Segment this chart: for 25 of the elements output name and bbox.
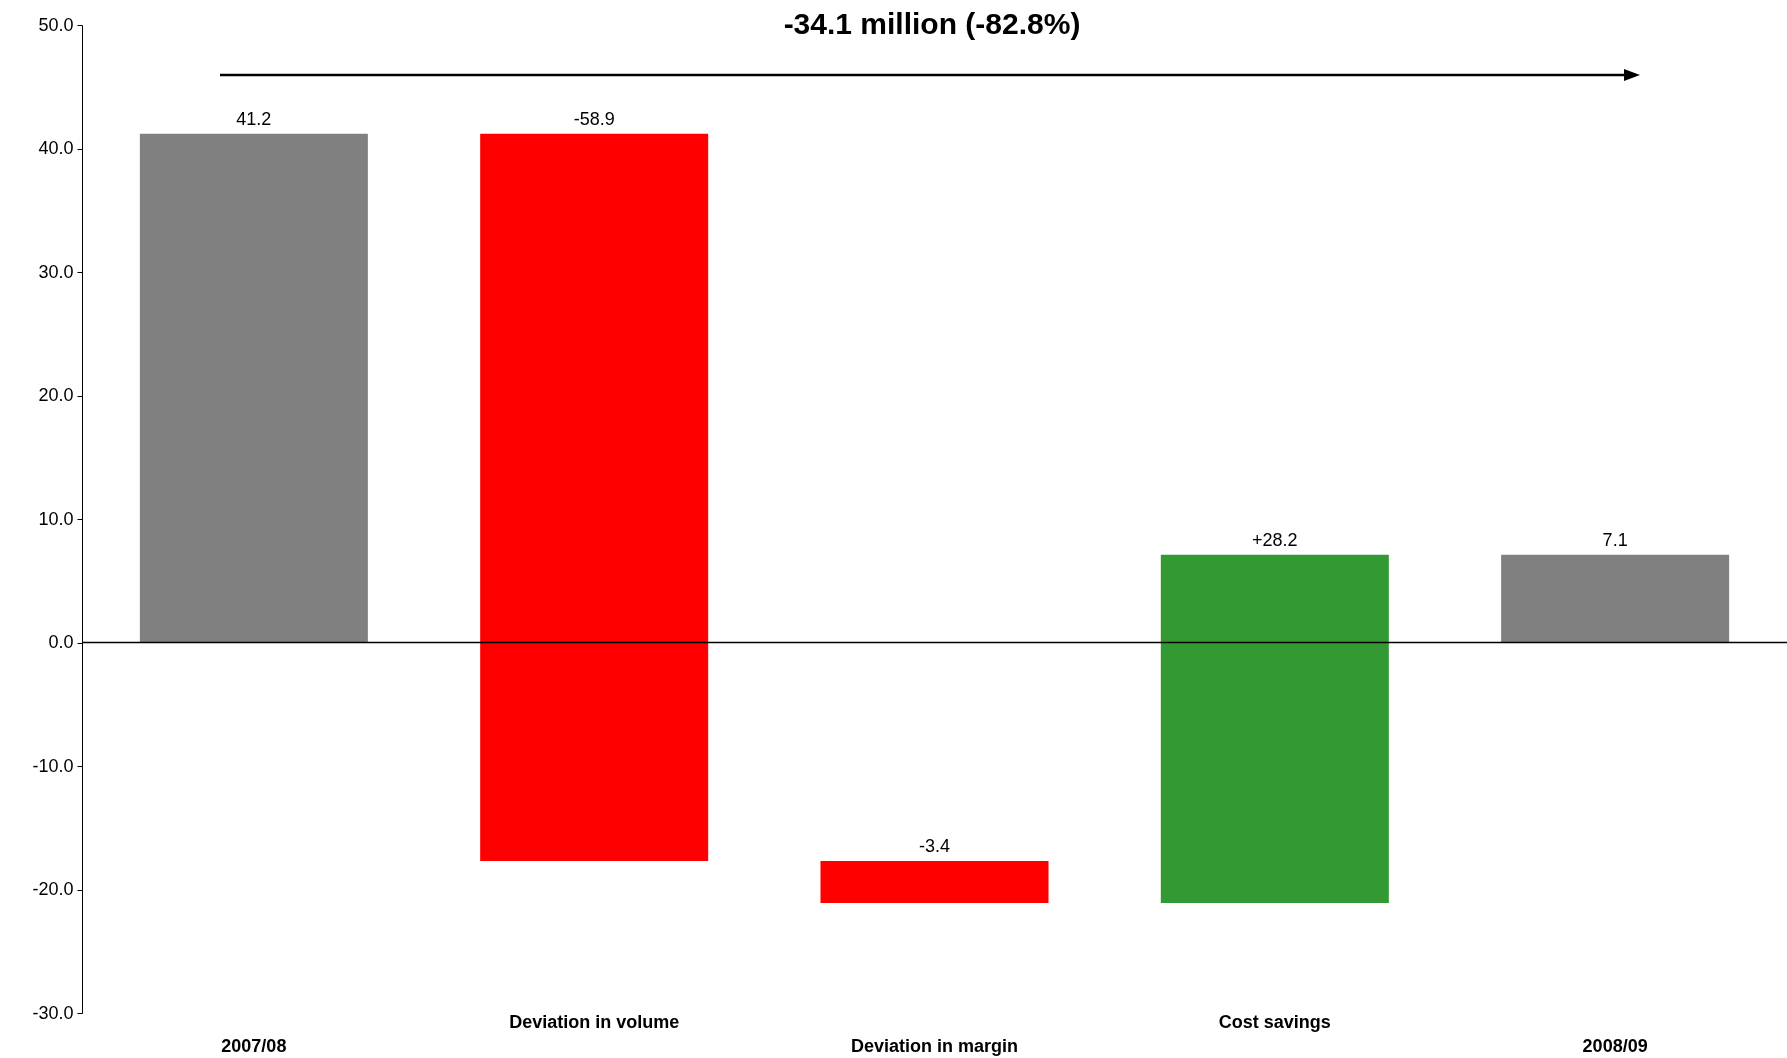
- x-tick-label: Deviation in volume: [509, 1011, 680, 1032]
- x-tick-label: 2008/09: [1582, 1035, 1648, 1056]
- y-tick-label: 50.0: [38, 14, 74, 35]
- y-tick-label: 20.0: [38, 385, 74, 405]
- y-tick-label: 10.0: [38, 508, 74, 529]
- data-label: 7.1: [1602, 529, 1628, 550]
- data-label: +28.2: [1252, 529, 1298, 550]
- y-tick-label: -20.0: [32, 879, 74, 899]
- y-tick-label: 0.0: [48, 632, 74, 652]
- data-label: -3.4: [918, 836, 951, 857]
- bar: [1160, 554, 1389, 904]
- bar: [139, 133, 368, 643]
- annotation: -34.1 million (-82.8%): [783, 7, 1081, 40]
- bar: [480, 133, 709, 862]
- x-tick-label: Cost savings: [1218, 1011, 1331, 1032]
- x-tick-label: Deviation in margin: [850, 1035, 1019, 1056]
- y-tick-label: 40.0: [38, 138, 74, 158]
- y-tick-label: -30.0: [32, 1002, 74, 1023]
- bar: [1501, 554, 1730, 643]
- y-tick-label: 30.0: [38, 261, 74, 282]
- x-tick-label: 2007/08: [221, 1035, 287, 1056]
- data-label: 41.2: [236, 108, 272, 129]
- bar: [820, 861, 1049, 904]
- y-tick-label: -10.0: [32, 755, 74, 776]
- data-label: -58.9: [573, 108, 615, 129]
